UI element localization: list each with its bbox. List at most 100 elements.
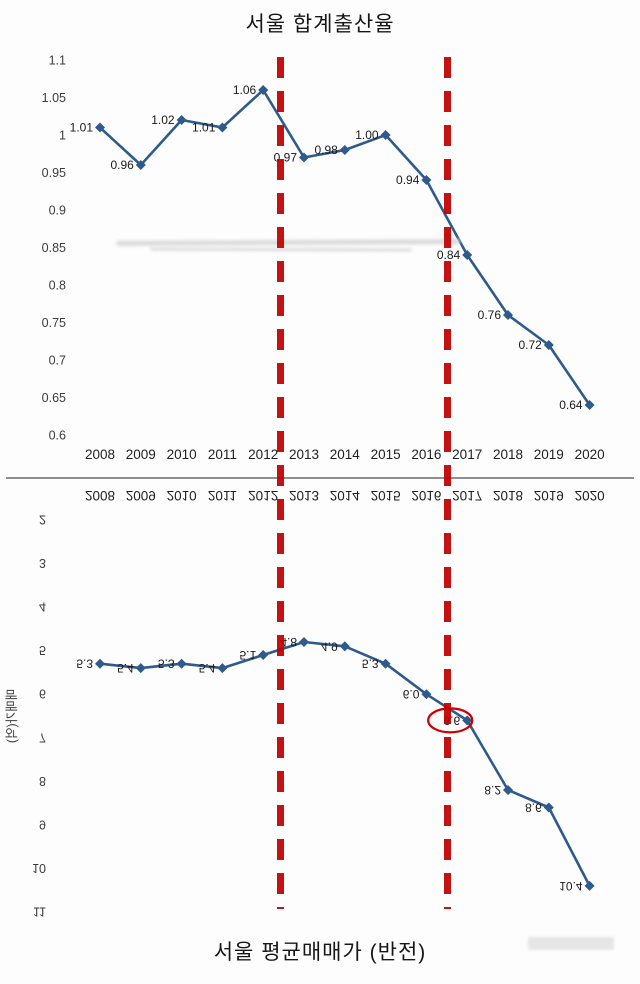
data-point-marker — [176, 658, 187, 669]
x-axis-year-label: 2015 — [371, 488, 401, 503]
data-point-label: 10.4 — [559, 879, 583, 893]
x-axis-year-label: 2013 — [289, 447, 319, 462]
x-axis-year-label: 2018 — [493, 447, 523, 462]
data-point-marker — [298, 636, 310, 647]
y-axis-tick-label: 0.95 — [42, 166, 66, 180]
x-axis-year-label: 2008 — [85, 488, 115, 503]
data-point-marker — [543, 339, 554, 351]
y-axis-tick-label: 0.65 — [42, 391, 66, 405]
red-dashed-line-2016-2017 — [444, 57, 451, 909]
y-axis-tick-label: 0.75 — [42, 316, 66, 330]
y-axis-tick-label: 11 — [33, 905, 46, 919]
x-axis-year-label: 2020 — [575, 488, 605, 503]
x-axis-year-label: 2013 — [289, 488, 319, 503]
price-line-chart-flipped: 11 10 9 8 7 6 5 4 3 2 2008 2009 2010 2011 2012 2013 2014… — [5, 488, 605, 919]
x-axis-year-label: 2017 — [452, 447, 482, 462]
data-point-label: 0.76 — [478, 308, 502, 322]
x-axis-year-label: 2011 — [208, 447, 237, 462]
x-axis-year-label: 2009 — [126, 488, 156, 503]
data-point-label: 4.8 — [280, 635, 297, 649]
y-axis-title: 매매가(억) — [5, 689, 19, 743]
data-point-marker — [94, 658, 106, 669]
x-axis-year-label: 2010 — [167, 447, 197, 462]
data-point-marker — [339, 144, 350, 156]
y-axis-tick-label: 0.7 — [49, 354, 66, 368]
data-point-label: 0.72 — [518, 338, 542, 352]
y-axis-tick-label: 1.1 — [49, 54, 66, 68]
price-chart-title: 서울 평균매매가 (반전) — [213, 941, 427, 964]
data-point-marker — [339, 641, 350, 652]
data-point-label: 6.0 — [403, 687, 420, 701]
y-axis-tick-label: 9 — [39, 817, 46, 831]
data-point-label: 0.64 — [559, 398, 583, 412]
x-axis-year-label: 2012 — [248, 488, 278, 503]
data-point-label: 1.00 — [355, 128, 379, 142]
x-axis-year-label: 2010 — [167, 488, 197, 503]
data-point-marker — [421, 689, 432, 700]
x-axis-year-label: 2014 — [330, 447, 361, 462]
fertility-chart-title: 서울 합계출산율 — [245, 13, 395, 36]
data-point-marker — [584, 880, 595, 891]
y-axis-tick-label: 3 — [39, 556, 46, 570]
data-point-marker — [462, 249, 473, 261]
data-point-marker — [584, 399, 595, 411]
x-axis-year-label: 2019 — [534, 488, 564, 503]
y-axis-tick-label: 0.9 — [49, 204, 66, 218]
data-point-marker — [176, 114, 187, 126]
x-axis-year-label: 2019 — [534, 447, 564, 462]
data-point-marker — [135, 159, 146, 171]
y-axis-tick-label: 8 — [39, 774, 46, 788]
x-axis-year-label: 2012 — [248, 447, 278, 462]
y-axis-tick-label: 5 — [39, 643, 46, 657]
data-point-label: 5.1 — [240, 648, 257, 662]
fertility-line-chart: 1.1 1.05 1 0.95 0.9 0.85 0.8 0.75 0.7 0.65 0.6 2008… — [42, 54, 605, 463]
data-point-label: 1.01 — [70, 121, 94, 135]
data-point-marker — [380, 129, 391, 141]
y-axis-tick-label: 2 — [39, 513, 46, 527]
y-axis-tick-label: 1 — [59, 129, 66, 143]
data-point-label: 8.2 — [484, 783, 501, 797]
y-axis-tick-label: 0.85 — [42, 241, 66, 255]
x-axis-year-label: 2009 — [126, 447, 156, 462]
data-point-label: 5.4 — [199, 661, 216, 675]
x-axis-year-label: 2015 — [371, 447, 401, 462]
data-point-marker — [502, 309, 514, 321]
x-axis-year-label: 2018 — [493, 488, 523, 503]
data-point-marker — [298, 152, 310, 163]
data-point-marker — [135, 663, 146, 674]
watermark-smudge — [528, 937, 614, 950]
x-axis-year-label: 2008 — [85, 447, 115, 462]
data-point-marker — [258, 650, 269, 661]
x-axis-year-label: 2016 — [411, 488, 441, 503]
data-point-marker — [543, 802, 554, 813]
data-point-marker — [94, 122, 106, 133]
data-point-marker — [421, 174, 432, 186]
data-point-label: 0.94 — [396, 173, 420, 187]
data-line — [99, 640, 591, 887]
data-point-label: 1.06 — [233, 83, 257, 97]
data-point-label: 4.9 — [321, 639, 338, 653]
data-point-marker — [258, 84, 269, 96]
y-axis-tick-label: 4 — [39, 600, 46, 614]
data-point-marker — [217, 663, 228, 674]
x-axis-year-label: 2014 — [330, 488, 361, 503]
data-point-marker — [217, 122, 228, 133]
x-axis-year-label: 2017 — [452, 488, 482, 503]
chart-divider-line — [6, 477, 634, 479]
data-point-label: 0.98 — [314, 143, 338, 157]
y-axis-tick-label: 0.6 — [49, 429, 66, 443]
data-point-marker — [462, 715, 473, 726]
x-axis-year-label: 2016 — [411, 447, 441, 462]
data-point-label: 5.3 — [362, 657, 379, 671]
data-point-label: 0.96 — [110, 158, 134, 172]
y-axis-tick-label: 7 — [39, 730, 46, 744]
data-point-marker — [502, 785, 514, 796]
data-point-label: 5.3 — [158, 657, 175, 671]
data-point-label: 5.4 — [117, 661, 134, 675]
y-axis-tick-label: 10 — [32, 861, 46, 875]
data-point-label: 8.6 — [525, 800, 542, 814]
flipped-chart-wrapper: 11 10 9 8 7 6 5 4 3 2 2008 2009 2010 2011 2012 2013 2014… — [0, 478, 640, 928]
y-axis-tick-label: 0.8 — [49, 279, 66, 293]
red-dashed-line-2012-2013 — [277, 57, 284, 909]
